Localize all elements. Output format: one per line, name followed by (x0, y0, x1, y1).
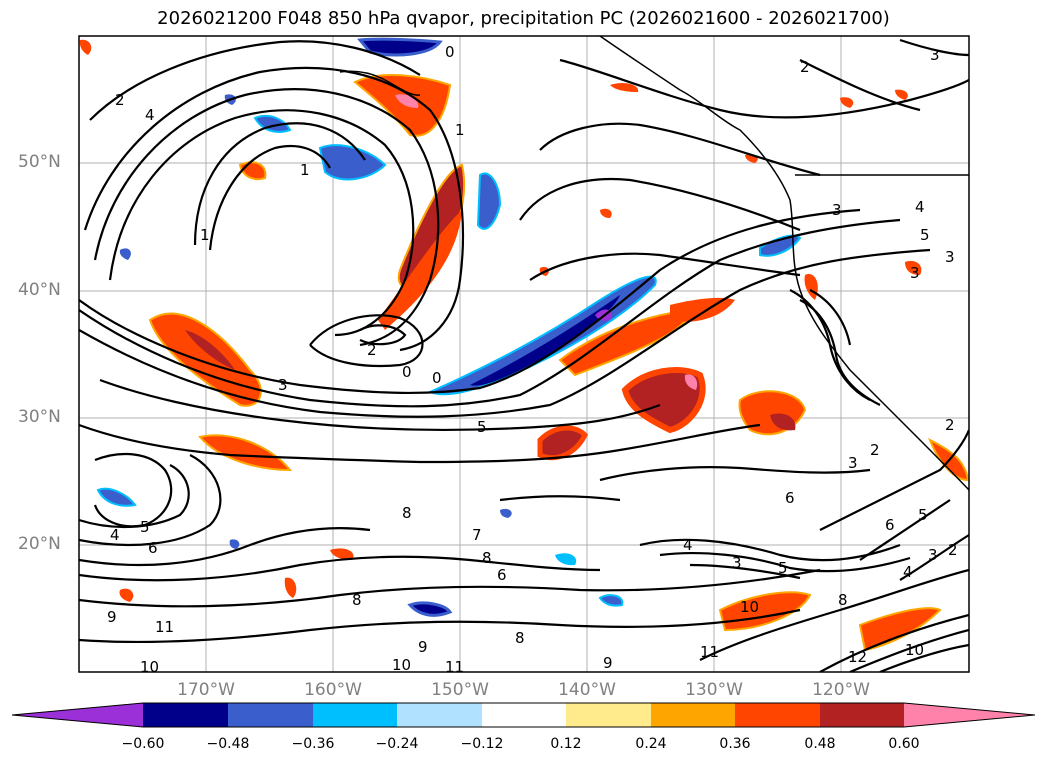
colorbar-swatch (482, 703, 566, 727)
contour-label: 2 (800, 58, 810, 76)
lon-label-150w: 150°W (431, 680, 489, 700)
lon-label-170w: 170°W (177, 680, 235, 700)
contour-label: 6 (885, 516, 895, 534)
contour-label: 1 (200, 226, 210, 244)
contour-label: 4 (145, 106, 155, 124)
lat-label-40n: 40°N (18, 280, 61, 300)
contour-label: 5 (778, 559, 788, 577)
colorbar-tick-label: 0.24 (635, 736, 667, 752)
lon-label-130w: 130°W (685, 680, 743, 700)
contour-label: 7 (472, 526, 482, 544)
colorbar-extend-low (12, 703, 143, 727)
contour-label: 3 (848, 454, 858, 472)
contour-label: 8 (838, 591, 848, 609)
contour-label: 2 (948, 541, 958, 559)
contour-label: 3 (732, 554, 742, 572)
contour-label: 10 (392, 656, 411, 674)
contour-label: 4 (683, 536, 693, 554)
contour-label: 2 (115, 91, 125, 109)
contour-label: 10 (740, 598, 759, 616)
contour-label: 3 (945, 248, 955, 266)
contour-label: 9 (418, 638, 428, 656)
colorbar-outline (11, 702, 1036, 728)
colorbar-tick-label: 0.60 (888, 736, 920, 752)
contour-label: 5 (140, 518, 150, 536)
contour-label: 9 (107, 608, 117, 626)
contour-label: 3 (928, 546, 938, 564)
contour-lines (79, 38, 969, 672)
contour-label: 1 (455, 121, 465, 139)
contour-label: 9 (603, 654, 613, 672)
colorbar-tick-label: −0.60 (121, 736, 165, 752)
contour-label: 8 (515, 629, 525, 647)
contour-labels: 2 4 1 1 1 0 0 2 0 3 5 4 5 6 9 11 10 8 7 … (107, 43, 958, 676)
lon-label-120w: 120°W (812, 680, 870, 700)
colorbar-swatch (313, 703, 397, 727)
lon-label-160w: 160°W (304, 680, 362, 700)
colorbar-tick-label: −0.24 (375, 736, 419, 752)
contour-label: 6 (148, 539, 158, 557)
colorbar-swatch (566, 703, 651, 727)
plot-title: 2026021200 F048 850 hPa qvapor, precipit… (157, 8, 890, 29)
contour-label: 3 (910, 264, 920, 282)
contour-label: 4 (915, 198, 925, 216)
contour-label: 5 (477, 418, 487, 436)
contour-label: 2 (367, 341, 377, 359)
contour-label: 0 (402, 363, 412, 381)
precip-negative-areas (96, 37, 802, 617)
contour-label: 0 (445, 43, 455, 61)
colorbar-tick-label: 0.36 (719, 736, 751, 752)
contour-label: 10 (905, 641, 924, 659)
lat-label-30n: 30°N (18, 407, 61, 427)
contour-label: 3 (930, 46, 940, 64)
contour-label: 5 (920, 226, 930, 244)
contour-label: 11 (700, 643, 719, 661)
colorbar-tick-label: 0.12 (550, 736, 582, 752)
contour-label: 12 (848, 648, 867, 666)
contour-label: 6 (497, 566, 507, 584)
colorbar-swatch (651, 703, 735, 727)
contour-label: 1 (300, 161, 310, 179)
lat-label-50n: 50°N (18, 152, 61, 172)
map-content (79, 36, 969, 672)
colorbar (11, 702, 1036, 728)
lon-label-140w: 140°W (558, 680, 616, 700)
contour-label: 8 (352, 591, 362, 609)
contour-label: 3 (278, 376, 288, 394)
colorbar-swatch (820, 703, 904, 727)
contour-label: 6 (785, 489, 795, 507)
colorbar-tick-label: 0.48 (804, 736, 836, 752)
contour-label: 2 (945, 416, 955, 434)
contour-label: 4 (903, 563, 913, 581)
contour-label: 3 (832, 201, 842, 219)
colorbar-swatch (397, 703, 482, 727)
coastline (339, 36, 969, 491)
contour-label: 8 (482, 549, 492, 567)
colorbar-swatch (228, 703, 313, 727)
contour-label: 0 (432, 369, 442, 387)
colorbar-tick-label: −0.12 (460, 736, 504, 752)
contour-label: 11 (445, 658, 464, 676)
colorbar-swatch (143, 703, 228, 727)
contour-label: 11 (155, 618, 174, 636)
colorbar-tick-label: −0.36 (291, 736, 335, 752)
colorbar-tick-label: −0.48 (206, 736, 250, 752)
contour-label: 5 (918, 506, 928, 524)
colorbar-swatch (735, 703, 820, 727)
contour-label: 2 (870, 441, 880, 459)
colorbar-extend-high (904, 703, 1035, 727)
lat-label-20n: 20°N (18, 534, 61, 554)
contour-label: 10 (140, 658, 159, 676)
contour-label: 8 (402, 504, 412, 522)
map-frame (78, 35, 970, 673)
contour-label: 4 (110, 526, 120, 544)
